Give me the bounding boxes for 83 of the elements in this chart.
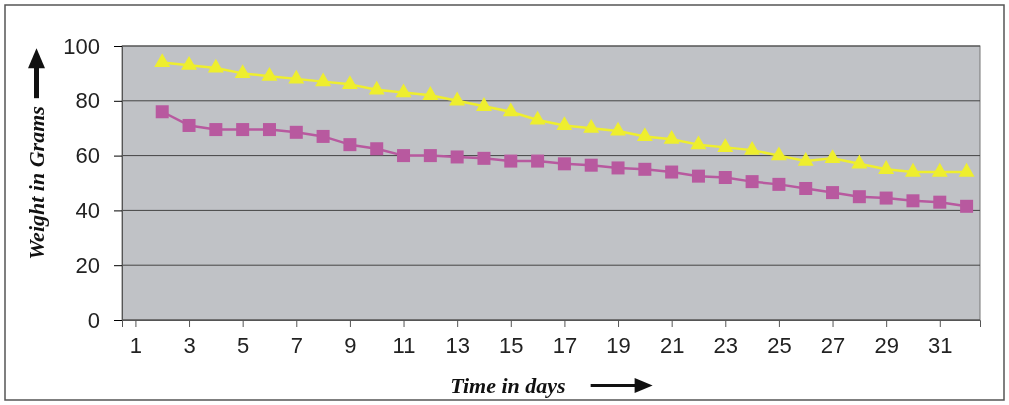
x-tick-label: 7 (290, 332, 303, 358)
x-axis-title: Time in days (450, 373, 566, 398)
x-tick-label: 19 (606, 332, 631, 358)
point (477, 151, 491, 165)
x-tick-label: 21 (659, 332, 685, 358)
y-tick-label: 60 (75, 143, 100, 169)
point (422, 86, 439, 100)
point (262, 123, 276, 137)
x-tick-label: 17 (552, 332, 578, 358)
point (370, 142, 384, 156)
x-tick-label: 5 (237, 332, 250, 358)
point (772, 177, 786, 191)
point (450, 150, 464, 164)
point (718, 171, 732, 185)
point (504, 154, 518, 168)
point (343, 138, 357, 152)
point (744, 140, 761, 155)
point (234, 64, 251, 78)
x-tick-label: 13 (445, 332, 470, 358)
x-tick-label: 3 (183, 332, 196, 358)
point (368, 80, 385, 95)
x-tick-label: 25 (767, 332, 792, 358)
y-axis-title: Weight in Grams (24, 106, 49, 260)
point (423, 149, 437, 163)
point (181, 55, 197, 70)
point (663, 129, 680, 144)
point (261, 66, 278, 81)
point (315, 72, 332, 87)
point (906, 194, 920, 208)
point (878, 160, 895, 174)
x-tick-label: 11 (392, 332, 416, 358)
point (799, 181, 813, 195)
x-tick-label: 23 (713, 332, 739, 358)
point (529, 110, 546, 125)
point (638, 162, 652, 176)
x-tick-label: 15 (499, 332, 524, 358)
point (531, 154, 545, 168)
point (852, 190, 866, 204)
x-tick-label: 27 (820, 332, 846, 358)
point (690, 135, 707, 150)
y-tick-label: 40 (75, 197, 100, 223)
point (209, 123, 223, 137)
point (476, 97, 492, 111)
point (236, 123, 250, 137)
point (397, 149, 411, 163)
point (289, 125, 303, 139)
x-tick-label: 31 (928, 332, 953, 358)
point (636, 127, 653, 142)
point (207, 58, 224, 73)
point (610, 121, 626, 136)
x-tick-label: 1 (129, 332, 143, 358)
point (316, 129, 330, 143)
point (933, 195, 947, 209)
point (288, 69, 305, 84)
point (154, 53, 171, 68)
point (155, 105, 169, 119)
point (583, 119, 600, 133)
point (691, 169, 705, 183)
point (665, 165, 679, 179)
point (960, 199, 974, 213)
point (341, 75, 358, 89)
y-tick-label: 20 (75, 252, 100, 278)
point (611, 161, 625, 175)
y-tick-label: 80 (75, 88, 100, 114)
x-tick-label: 9 (344, 332, 357, 358)
point (557, 157, 571, 171)
point (824, 149, 841, 163)
y-tick-label: 0 (87, 307, 100, 333)
point (797, 151, 814, 166)
point (717, 138, 734, 152)
point (826, 186, 840, 200)
point (556, 116, 573, 131)
point (879, 191, 893, 205)
point (182, 118, 196, 132)
point (851, 154, 868, 169)
point (395, 83, 412, 98)
point (502, 102, 519, 117)
point (449, 91, 466, 106)
point (770, 146, 787, 161)
point (584, 158, 598, 172)
y-tick-label: 100 (63, 33, 100, 59)
x-tick-label: 29 (874, 332, 899, 358)
point (745, 175, 759, 189)
